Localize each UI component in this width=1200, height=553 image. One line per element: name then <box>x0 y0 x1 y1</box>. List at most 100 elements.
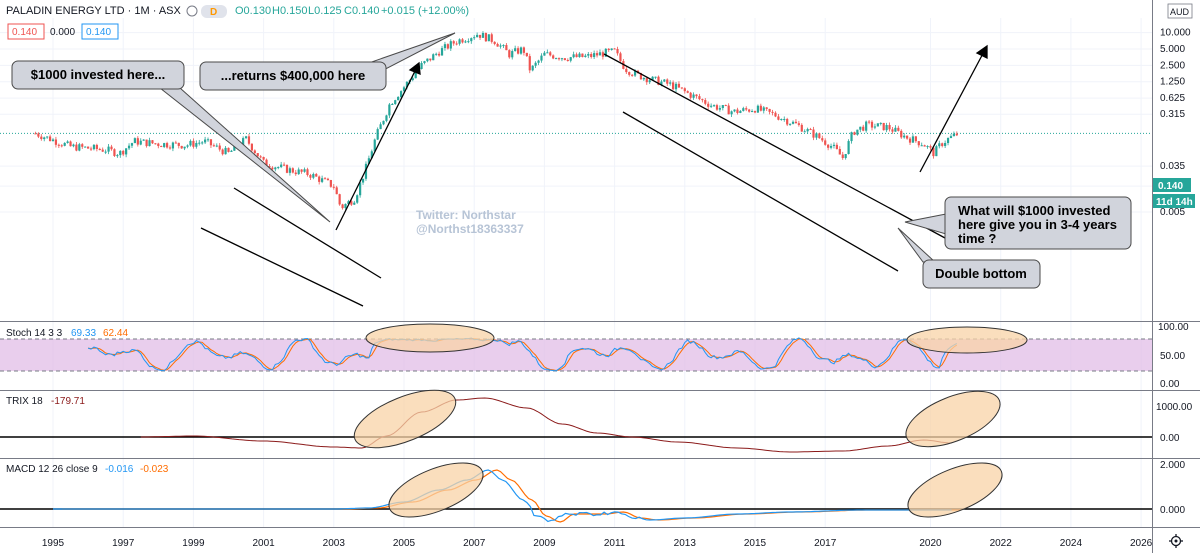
candle <box>499 45 502 47</box>
candle <box>557 58 561 60</box>
candle <box>941 143 944 146</box>
candle <box>727 105 730 115</box>
candle <box>718 108 721 110</box>
candle <box>654 76 657 78</box>
candle <box>484 32 487 42</box>
callouts: $1000 invested here... ...returns $400,0… <box>11 60 1132 289</box>
price-tick-label: 1.250 <box>1160 77 1185 88</box>
arrow-up-2-head <box>975 44 988 60</box>
candle <box>949 136 953 139</box>
price-badge-text: 0.140 <box>1158 181 1183 192</box>
candle <box>98 148 101 150</box>
candle <box>821 138 824 141</box>
candle <box>142 139 145 141</box>
candle <box>405 81 409 88</box>
candle <box>247 136 251 144</box>
candle <box>768 108 771 112</box>
candle <box>581 53 584 58</box>
candle <box>46 136 49 138</box>
candle <box>227 147 230 152</box>
candle <box>850 132 853 142</box>
candle <box>914 136 917 142</box>
candle <box>391 104 394 106</box>
candle <box>759 105 762 111</box>
price-tick-label: 10.000 <box>1160 28 1191 39</box>
candle <box>34 133 37 135</box>
candle <box>294 172 297 175</box>
candle <box>502 45 505 47</box>
candle <box>707 103 710 107</box>
candle <box>277 167 280 169</box>
candle <box>104 151 107 153</box>
candle <box>595 53 599 56</box>
callout-1-box <box>11 60 185 90</box>
eye-icon[interactable] <box>186 5 198 17</box>
candle <box>789 123 792 125</box>
candle <box>309 175 312 178</box>
candle <box>414 72 417 79</box>
candle <box>689 92 692 98</box>
candle <box>508 50 511 58</box>
candle <box>259 156 262 158</box>
candle <box>590 54 593 57</box>
candle <box>268 166 271 168</box>
macd-title: MACD 12 26 close 9 <box>6 464 98 475</box>
candle <box>186 145 189 147</box>
candle <box>291 168 294 173</box>
candle <box>645 77 648 83</box>
candle <box>127 145 131 149</box>
candle <box>87 146 90 149</box>
candle <box>575 54 578 58</box>
candle <box>110 146 113 150</box>
candle <box>783 119 786 121</box>
price-tick-label: 0.035 <box>1160 161 1185 172</box>
candle <box>470 38 473 42</box>
svg-text:2.000: 2.000 <box>1160 460 1185 471</box>
candle <box>388 104 391 116</box>
candle <box>379 124 382 130</box>
candle <box>824 140 827 145</box>
candle <box>648 80 651 83</box>
candle <box>628 72 631 75</box>
candle <box>271 167 274 170</box>
trix-highlight-1 <box>353 389 457 449</box>
candle <box>955 133 958 136</box>
candle <box>40 136 43 140</box>
x-tick-label: 2024 <box>1060 538 1083 549</box>
candle <box>613 48 616 50</box>
candle <box>256 153 259 157</box>
ohlc-close: C0.140 <box>344 5 379 17</box>
callout-4-text: Double bottom <box>935 266 1027 281</box>
candle <box>555 58 558 60</box>
candle <box>212 145 215 147</box>
candle <box>666 79 669 84</box>
candle <box>683 88 686 92</box>
candle <box>938 143 941 147</box>
candle <box>514 48 517 52</box>
candle <box>318 176 321 182</box>
x-tick-label: 1997 <box>112 538 135 549</box>
candle <box>563 58 566 60</box>
candle <box>750 111 754 113</box>
time-axis: 1995 1997 1999 2001 2003 2005 2007 2009 2011 2013… <box>42 538 1153 549</box>
candle <box>347 201 350 204</box>
candle <box>543 52 546 56</box>
candle <box>95 144 98 149</box>
candle <box>537 60 540 63</box>
candle <box>882 122 885 131</box>
arrow-up-1 <box>335 62 420 231</box>
candle <box>815 133 818 138</box>
stoch-highlight-2 <box>906 326 1028 354</box>
candle <box>569 57 572 61</box>
candle <box>610 48 613 51</box>
candle <box>806 129 809 132</box>
gear-icon[interactable] <box>1169 534 1183 548</box>
candle <box>519 47 523 54</box>
candle <box>531 65 534 71</box>
candle <box>455 43 458 45</box>
candle <box>774 112 777 117</box>
candle <box>853 132 856 135</box>
candle <box>827 144 830 148</box>
callout-2-text: ...returns $400,000 here <box>221 68 366 83</box>
candle <box>198 142 201 144</box>
